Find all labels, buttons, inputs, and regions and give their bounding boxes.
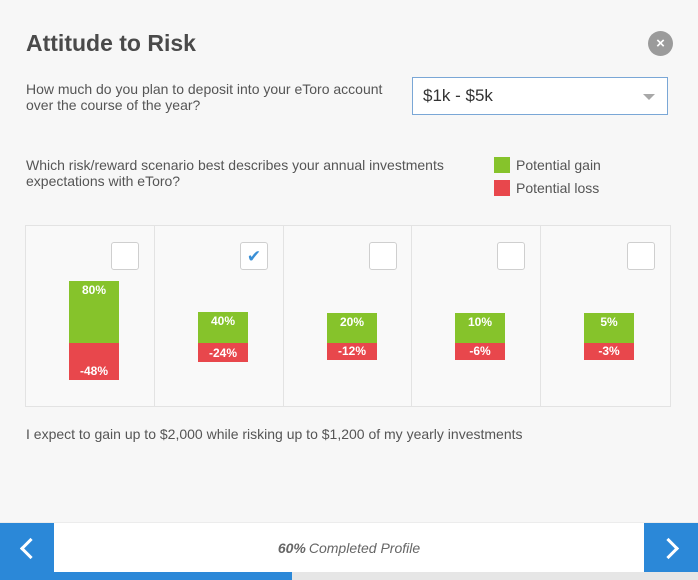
chevron-down-icon (643, 94, 655, 100)
legend: Potential gain Potential loss (494, 157, 601, 203)
loss-bar: -6% (455, 343, 505, 360)
footer: 60% Completed Profile (0, 522, 698, 573)
option-checkbox[interactable] (497, 242, 525, 270)
risk-option-1[interactable]: 80% -48% (26, 226, 155, 406)
option-checkbox[interactable] (111, 242, 139, 270)
risk-option-5[interactable]: 5% -3% (541, 226, 670, 406)
legend-loss-label: Potential loss (516, 180, 600, 196)
progress-text: Completed Profile (308, 540, 421, 556)
loss-swatch (494, 180, 510, 196)
gain-bar: 5% (584, 313, 634, 343)
legend-loss: Potential loss (494, 180, 601, 196)
risk-option-3[interactable]: 20% -12% (284, 226, 412, 406)
option-checkbox[interactable] (627, 242, 655, 270)
gain-swatch (494, 157, 510, 173)
risk-option-2[interactable]: ✔ 40% -24% (155, 226, 284, 406)
deposit-select[interactable]: $1k - $5k (412, 77, 668, 115)
progress-bar (0, 572, 698, 580)
gain-bar: 20% (327, 313, 377, 343)
progress-label: 60% Completed Profile (54, 523, 644, 573)
dialog-title: Attitude to Risk (26, 30, 196, 56)
loss-bar: -24% (198, 343, 248, 362)
legend-gain-label: Potential gain (516, 157, 601, 173)
close-icon: × (656, 35, 665, 52)
scenario-options: 80% -48% ✔ 40% -24% 20% -12% 10% -6% 5% -3% (25, 225, 671, 407)
chevron-left-icon (19, 537, 41, 559)
progress-percent: 60% (277, 540, 306, 556)
checkmark-icon: ✔ (246, 246, 262, 266)
option-checkbox[interactable] (369, 242, 397, 270)
next-button[interactable] (644, 523, 698, 573)
scenario-question: Which risk/reward scenario best describe… (26, 157, 444, 189)
progress-fill (0, 572, 293, 580)
loss-bar: -3% (584, 343, 634, 360)
gain-bar: 40% (198, 312, 248, 343)
gain-bar: 80% (69, 281, 119, 343)
chevron-right-icon (657, 537, 679, 559)
deposit-question: How much do you plan to deposit into you… (26, 81, 383, 113)
risk-option-4[interactable]: 10% -6% (412, 226, 541, 406)
gain-bar: 10% (455, 313, 505, 343)
close-button[interactable]: × (648, 31, 673, 56)
legend-gain: Potential gain (494, 157, 601, 173)
deposit-select-value: $1k - $5k (423, 86, 493, 105)
option-checkbox[interactable]: ✔ (240, 242, 268, 270)
previous-button[interactable] (0, 523, 54, 573)
loss-bar: -12% (327, 343, 377, 360)
loss-bar: -48% (69, 343, 119, 380)
scenario-summary: I expect to gain up to $2,000 while risk… (26, 426, 523, 442)
